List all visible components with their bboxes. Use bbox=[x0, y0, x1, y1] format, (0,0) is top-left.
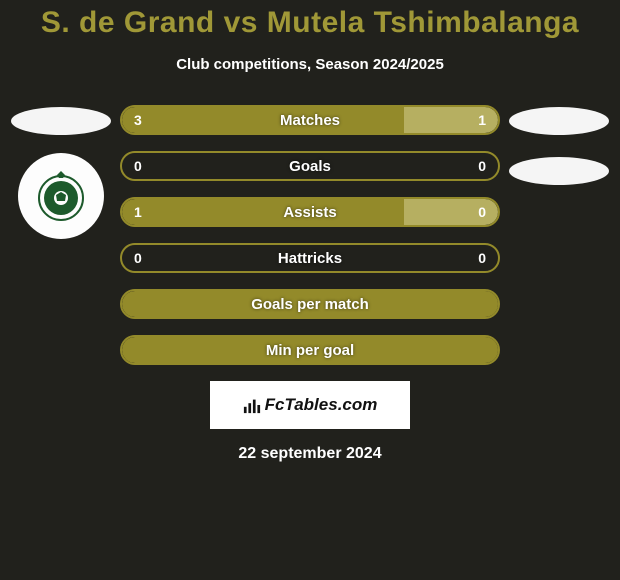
stat-row: Min per goal bbox=[120, 335, 500, 365]
stat-right-value: 1 bbox=[478, 112, 486, 128]
club-avatar-right bbox=[509, 157, 609, 185]
stat-row: Goals per match bbox=[120, 289, 500, 319]
player-avatar-right bbox=[509, 107, 609, 135]
club-badge-left bbox=[18, 153, 104, 239]
stat-left-value: 3 bbox=[134, 112, 142, 128]
stat-row: 0 0 Hattricks bbox=[120, 243, 500, 273]
stat-label: Matches bbox=[280, 112, 340, 129]
stat-left-value: 1 bbox=[134, 204, 142, 220]
right-column bbox=[506, 105, 612, 185]
content-row: 3 1 Matches 0 0 Goals 1 0 Assists 0 0 Hattricks Goal… bbox=[0, 105, 620, 365]
stat-right-value: 0 bbox=[478, 204, 486, 220]
stat-left-fill bbox=[122, 107, 404, 133]
stat-label: Goals per match bbox=[251, 296, 369, 313]
left-column bbox=[8, 105, 114, 239]
stat-left-value: 0 bbox=[134, 158, 142, 174]
page-title: S. de Grand vs Mutela Tshimbalanga bbox=[0, 6, 620, 40]
stat-left-value: 0 bbox=[134, 250, 142, 266]
stat-right-value: 0 bbox=[478, 250, 486, 266]
stat-label: Assists bbox=[283, 204, 336, 221]
player-avatar-left bbox=[11, 107, 111, 135]
stat-bars: 3 1 Matches 0 0 Goals 1 0 Assists 0 0 Hattricks Goal… bbox=[114, 105, 506, 365]
stat-left-fill bbox=[122, 199, 404, 225]
stat-row: 0 0 Goals bbox=[120, 151, 500, 181]
bars-icon bbox=[243, 396, 261, 414]
club-crest-icon bbox=[34, 168, 88, 222]
club-badge-inner bbox=[34, 168, 88, 225]
stat-right-value: 0 bbox=[478, 158, 486, 174]
stat-row: 3 1 Matches bbox=[120, 105, 500, 135]
stat-label: Hattricks bbox=[278, 250, 342, 267]
date-label: 22 september 2024 bbox=[0, 445, 620, 463]
stat-row: 1 0 Assists bbox=[120, 197, 500, 227]
stat-label: Goals bbox=[289, 158, 331, 175]
subtitle: Club competitions, Season 2024/2025 bbox=[0, 56, 620, 73]
comparison-card: S. de Grand vs Mutela Tshimbalanga Club … bbox=[0, 0, 620, 463]
site-logo[interactable]: FcTables.com bbox=[210, 381, 410, 429]
stat-label: Min per goal bbox=[266, 342, 354, 359]
logo-text: FcTables.com bbox=[265, 395, 378, 415]
